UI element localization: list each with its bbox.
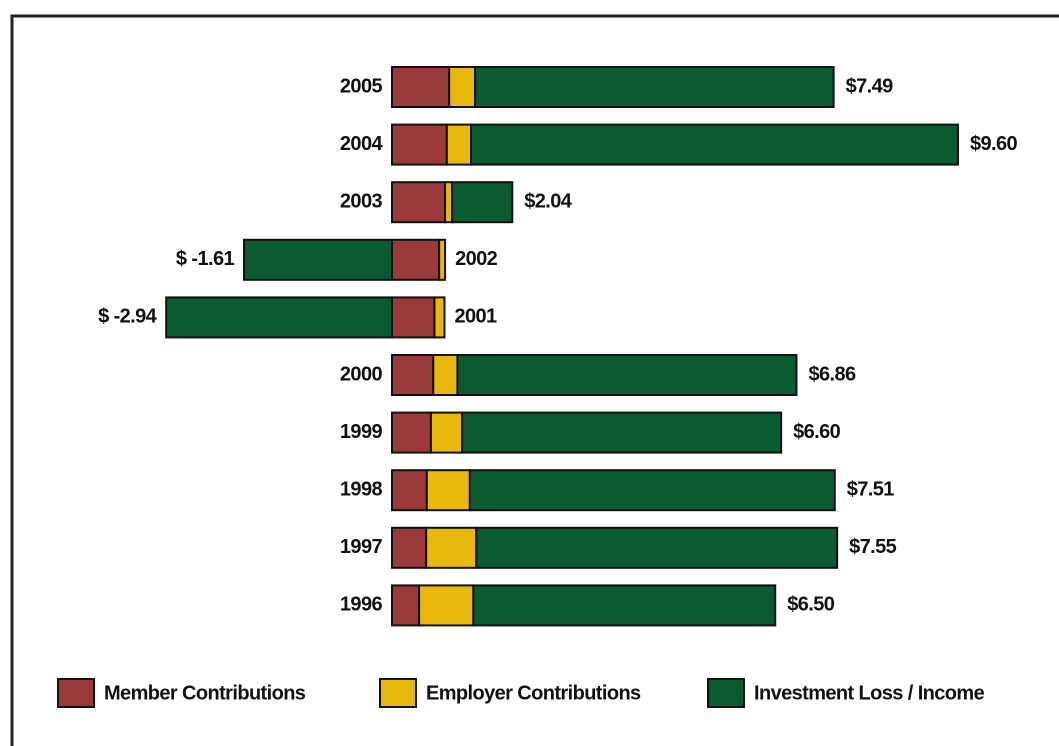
bar-segment — [425, 526, 478, 569]
bar-segment — [444, 181, 454, 224]
total-label: $7.51 — [847, 478, 895, 500]
bar-segment — [391, 469, 428, 512]
bar-segment — [468, 469, 836, 512]
legend-label: Employer Contributions — [426, 682, 641, 704]
bar-segment — [438, 238, 447, 281]
bar-segment — [429, 411, 464, 454]
total-label: $7.49 — [846, 75, 894, 97]
total-label: $2.04 — [524, 190, 573, 212]
bar-segment — [391, 411, 432, 454]
bar-segment — [391, 526, 428, 569]
category-label: 2002 — [455, 248, 498, 270]
bar-segment — [472, 584, 777, 627]
legend-swatch — [379, 678, 417, 708]
bar-segment — [475, 526, 839, 569]
legend-swatch — [57, 678, 95, 708]
total-label: $6.60 — [793, 421, 841, 443]
bar-segment — [391, 354, 435, 396]
bar-segment — [448, 66, 477, 108]
total-label: $9.60 — [970, 133, 1018, 155]
category-label: 1999 — [340, 421, 383, 443]
legend-label: Investment Loss / Income — [754, 682, 985, 704]
category-label: 2005 — [340, 75, 383, 97]
total-label: $ -1.61 — [176, 248, 235, 270]
category-label: 2001 — [454, 306, 497, 328]
bar-segment — [425, 469, 471, 512]
total-label: $6.50 — [787, 594, 835, 616]
bar-segment — [451, 181, 514, 224]
category-label: 2000 — [340, 363, 383, 385]
category-label: 1996 — [340, 594, 383, 616]
bar-segment — [391, 123, 448, 166]
bar-segment — [461, 411, 783, 454]
bar-segment — [391, 238, 441, 281]
bar-segment — [456, 354, 798, 396]
bar-segment — [445, 123, 473, 166]
legend-swatch — [707, 678, 745, 708]
bar-segment — [391, 584, 421, 627]
category-label: 1998 — [340, 478, 383, 500]
category-label: 1997 — [340, 536, 383, 558]
legend-label: Member Contributions — [104, 682, 306, 704]
bar-segment — [243, 238, 393, 281]
bar-segment — [391, 66, 451, 108]
bar-segment — [165, 296, 393, 339]
bar-segment — [432, 354, 459, 396]
total-label: $6.86 — [808, 363, 856, 385]
bar-segment — [391, 296, 436, 339]
bar-segment — [474, 66, 835, 108]
bar-segment — [470, 123, 959, 166]
bar-segment — [418, 584, 475, 627]
total-label: $ -2.94 — [98, 306, 158, 328]
bar-segment — [433, 296, 446, 339]
category-label: 2004 — [340, 133, 384, 155]
bar-segment — [391, 181, 447, 224]
total-label: $7.55 — [849, 536, 897, 558]
category-label: 2003 — [340, 190, 383, 212]
